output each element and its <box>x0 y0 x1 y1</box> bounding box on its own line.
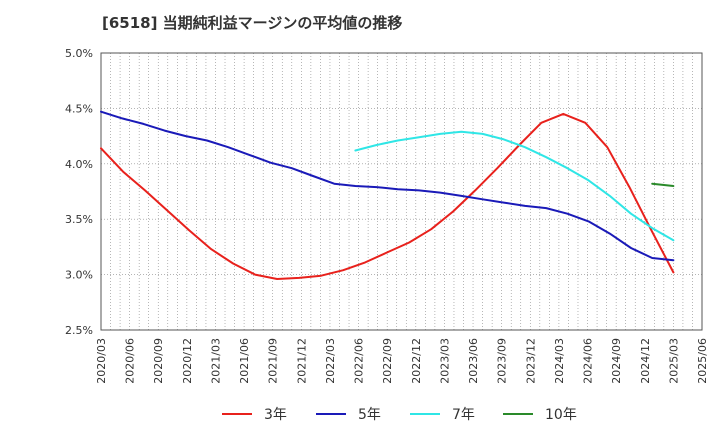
x-tick-label: 2023/03 <box>438 338 451 384</box>
x-tick-label: 2022/09 <box>381 338 394 384</box>
x-axis-ticks: 2020/03 2020/06 2020/09 2020/12 2021/03 2021/… <box>95 338 709 384</box>
x-tick-label: 2023/06 <box>467 338 480 384</box>
grid-lines <box>101 53 702 330</box>
x-tick-label: 2021/03 <box>209 338 222 384</box>
x-tick-label: 2021/09 <box>267 338 280 384</box>
y-tick-label: 3.0% <box>65 269 93 282</box>
y-tick-label: 2.5% <box>65 324 93 337</box>
x-tick-label: 2024/09 <box>610 338 623 384</box>
x-tick-label: 2022/06 <box>353 338 366 384</box>
x-tick-label: 2024/12 <box>639 338 652 384</box>
x-tick-label: 2020/06 <box>124 338 137 384</box>
x-tick-label: 2020/12 <box>181 338 194 384</box>
y-tick-label: 3.5% <box>65 213 93 226</box>
series-line-3 <box>354 130 675 242</box>
series-line-2 <box>100 110 675 262</box>
series-line-1 <box>100 112 675 280</box>
x-tick-label: 2024/06 <box>582 338 595 384</box>
y-tick-label: 4.5% <box>65 102 93 115</box>
x-tick-label: 2022/03 <box>324 338 337 384</box>
x-tick-label: 2024/03 <box>553 338 566 384</box>
legend-label-1: 3年 <box>264 407 287 423</box>
legend-label-3: 7年 <box>452 407 475 423</box>
x-tick-label: 2020/03 <box>95 338 108 384</box>
y-axis-ticks: 2.5% 3.0% 3.5% 4.0% 4.5% 5.0% <box>65 47 93 337</box>
y-tick-label: 5.0% <box>65 47 93 60</box>
x-tick-label: 2022/12 <box>410 338 423 384</box>
x-tick-label: 2020/09 <box>152 338 165 384</box>
x-tick-label: 2025/06 <box>696 338 709 384</box>
x-tick-label: 2021/06 <box>238 338 251 384</box>
legend-label-4: 10年 <box>545 407 577 423</box>
x-tick-label: 2021/12 <box>295 338 308 384</box>
legend: 3年 5年 7年 10年 <box>222 407 577 423</box>
legend-label-2: 5年 <box>358 407 381 423</box>
x-tick-label: 2025/03 <box>667 338 680 384</box>
series-lines <box>100 110 675 280</box>
x-tick-label: 2023/12 <box>524 338 537 384</box>
y-tick-label: 4.0% <box>65 158 93 171</box>
plot-border <box>100 52 703 331</box>
x-tick-label: 2023/09 <box>496 338 509 384</box>
plot-area <box>101 53 702 330</box>
series-line-4 <box>651 182 675 187</box>
chart-title: [6518] 当期純利益マージンの平均値の推移 <box>102 14 403 32</box>
